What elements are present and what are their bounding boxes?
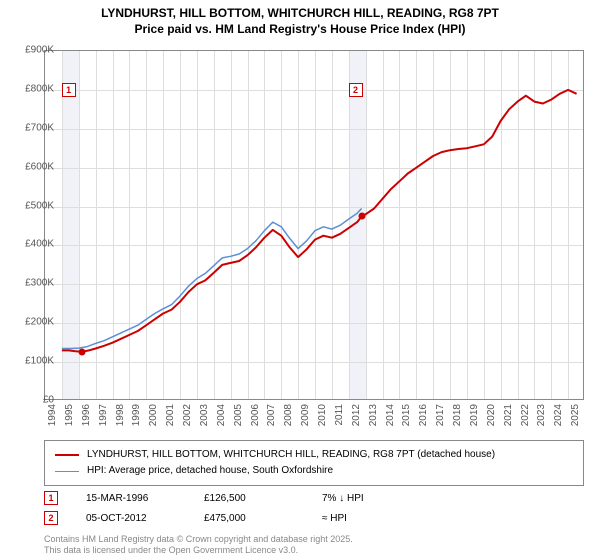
footer-line-1: Contains HM Land Registry data © Crown c…: [44, 534, 353, 545]
sale-dot-1: [79, 348, 86, 355]
sale-date: 15-MAR-1996: [86, 493, 176, 504]
price-swatch: [55, 454, 79, 456]
x-tick-label: 1997: [98, 404, 109, 426]
x-tick-label: 2025: [570, 404, 581, 426]
hpi-line: [62, 209, 362, 349]
sale-delta: 7% ↓ HPI: [322, 493, 412, 504]
x-tick-label: 2024: [553, 404, 564, 426]
footer: Contains HM Land Registry data © Crown c…: [44, 534, 353, 556]
chart-area: 12: [44, 50, 584, 400]
x-tick-label: 2021: [503, 404, 514, 426]
x-tick-label: 2001: [165, 404, 176, 426]
y-tick-label: £300K: [25, 278, 54, 289]
sales-marker-icon: 1: [44, 491, 58, 505]
y-tick-label: £500K: [25, 200, 54, 211]
sales-row: 2 05-OCT-2012 £475,000 ≈ HPI: [44, 508, 412, 528]
y-tick-label: £600K: [25, 161, 54, 172]
sale-price: £475,000: [204, 513, 294, 524]
x-tick-label: 2010: [317, 404, 328, 426]
y-tick-label: £900K: [25, 45, 54, 56]
x-tick-label: 2002: [182, 404, 193, 426]
title-line-1: LYNDHURST, HILL BOTTOM, WHITCHURCH HILL,…: [0, 6, 600, 22]
y-tick-label: £400K: [25, 239, 54, 250]
price-line: [62, 90, 577, 352]
x-tick-label: 2020: [486, 404, 497, 426]
x-tick-label: 2004: [216, 404, 227, 426]
plot-region: 12: [44, 50, 584, 400]
sales-row: 1 15-MAR-1996 £126,500 7% ↓ HPI: [44, 488, 412, 508]
sale-dot-2: [358, 213, 365, 220]
title-line-2: Price paid vs. HM Land Registry's House …: [0, 22, 600, 38]
x-tick-label: 2003: [199, 404, 210, 426]
x-tick-label: 2013: [368, 404, 379, 426]
sale-marker-2: 2: [349, 83, 363, 97]
sale-marker-1: 1: [62, 83, 76, 97]
y-tick-label: £800K: [25, 83, 54, 94]
x-tick-label: 2019: [469, 404, 480, 426]
x-tick-label: 2017: [435, 404, 446, 426]
x-tick-label: 1996: [81, 404, 92, 426]
hpi-swatch: [55, 471, 79, 472]
sale-price: £126,500: [204, 493, 294, 504]
y-tick-label: £200K: [25, 317, 54, 328]
x-tick-label: 2008: [283, 404, 294, 426]
x-tick-label: 1999: [131, 404, 142, 426]
x-tick-label: 2006: [250, 404, 261, 426]
chart-title: LYNDHURST, HILL BOTTOM, WHITCHURCH HILL,…: [0, 0, 600, 37]
x-tick-label: 2016: [418, 404, 429, 426]
sale-delta: ≈ HPI: [322, 513, 412, 524]
x-tick-label: 1994: [47, 404, 58, 426]
x-tick-label: 2005: [233, 404, 244, 426]
x-tick-label: 2012: [351, 404, 362, 426]
legend-row-hpi: HPI: Average price, detached house, Sout…: [55, 463, 573, 479]
x-tick-label: 1995: [64, 404, 75, 426]
x-tick-label: 2009: [300, 404, 311, 426]
x-tick-label: 2000: [148, 404, 159, 426]
sales-marker-icon: 2: [44, 511, 58, 525]
legend-row-price: LYNDHURST, HILL BOTTOM, WHITCHURCH HILL,…: [55, 447, 573, 463]
sales-table: 1 15-MAR-1996 £126,500 7% ↓ HPI 2 05-OCT-2012…: [44, 488, 412, 528]
x-tick-label: 2023: [536, 404, 547, 426]
x-tick-label: 2014: [385, 404, 396, 426]
x-tick-label: 1998: [115, 404, 126, 426]
x-tick-label: 2011: [334, 404, 345, 426]
x-tick-label: 2018: [452, 404, 463, 426]
y-tick-label: £100K: [25, 356, 54, 367]
x-tick-label: 2007: [266, 404, 277, 426]
y-tick-label: £700K: [25, 122, 54, 133]
x-tick-label: 2015: [401, 404, 412, 426]
legend-price-label: LYNDHURST, HILL BOTTOM, WHITCHURCH HILL,…: [87, 447, 495, 463]
x-tick-label: 2022: [520, 404, 531, 426]
line-layer: [45, 51, 585, 401]
legend: LYNDHURST, HILL BOTTOM, WHITCHURCH HILL,…: [44, 440, 584, 486]
sale-date: 05-OCT-2012: [86, 513, 176, 524]
footer-line-2: This data is licensed under the Open Gov…: [44, 545, 353, 556]
legend-hpi-label: HPI: Average price, detached house, Sout…: [87, 463, 333, 479]
